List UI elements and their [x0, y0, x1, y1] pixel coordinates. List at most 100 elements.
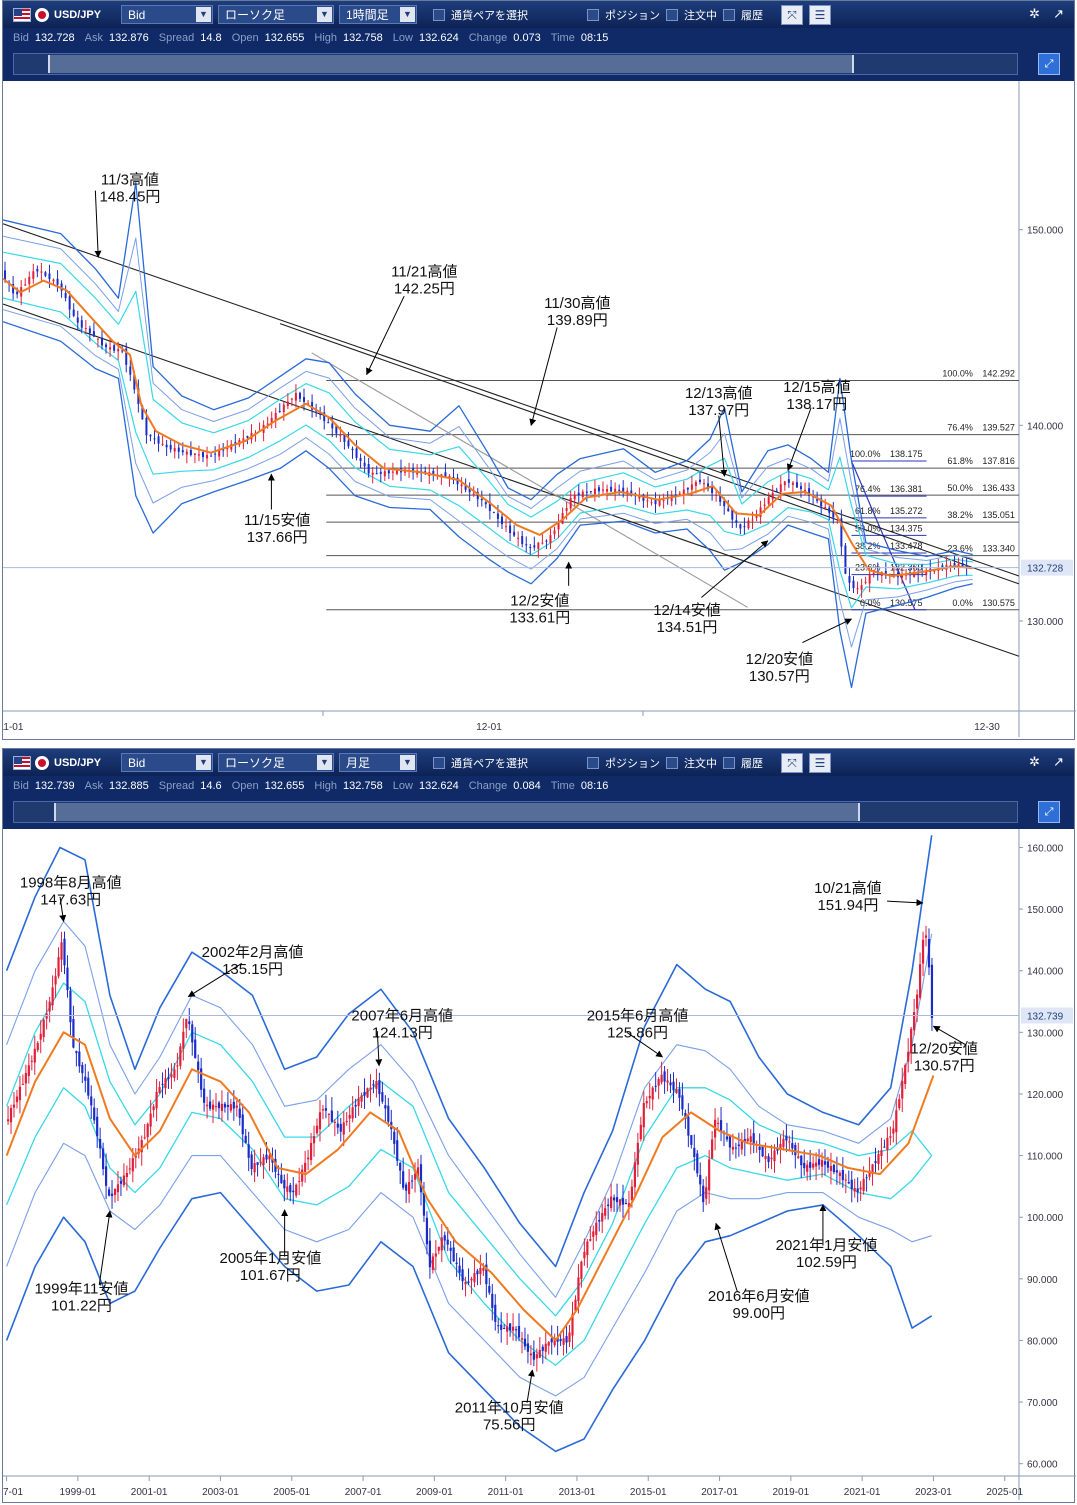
candle-body: [152, 1106, 155, 1111]
candle-body: [658, 499, 661, 506]
navigator-track[interactable]: [13, 801, 1018, 823]
history-checkbox[interactable]: [723, 756, 735, 769]
annotation-value: 137.97円: [688, 402, 749, 419]
timeframe-select[interactable]: 月足 ▼: [339, 753, 417, 772]
x-tick-label: 12-30: [974, 722, 1000, 733]
jp-flag-icon: [35, 7, 49, 22]
candle-body: [610, 486, 613, 492]
candle-body: [309, 1143, 313, 1161]
candle-body: [711, 487, 714, 494]
candle-body: [838, 1172, 841, 1177]
candle-body: [541, 1346, 544, 1351]
candle-body: [330, 1110, 333, 1122]
candle-body: [856, 588, 859, 590]
chart-style-select[interactable]: ローソク足 ▼: [218, 753, 334, 772]
fib-level-value: 135.051: [982, 510, 1015, 520]
candle-body: [68, 296, 71, 310]
candle-body: [12, 284, 15, 294]
candle-body: [301, 1169, 304, 1182]
candle-body: [868, 574, 871, 584]
candle-body: [550, 1338, 553, 1343]
candle-body: [804, 489, 807, 492]
candle-body: [464, 484, 467, 490]
history-checkbox[interactable]: [723, 8, 735, 21]
candle-body: [852, 580, 855, 589]
fit-chart-icon[interactable]: ⤢: [1038, 801, 1060, 823]
gear-icon[interactable]: ✲: [1029, 754, 1040, 769]
chart-list-icon[interactable]: ☰: [809, 752, 831, 773]
candle-body: [630, 490, 633, 496]
y-tick-label: 110.000: [1027, 1152, 1063, 1163]
price-type-select[interactable]: Bid ▼: [121, 753, 213, 772]
annotation-value: 142.25円: [394, 281, 455, 298]
candle-body: [480, 498, 483, 501]
candle-body: [535, 1354, 538, 1359]
annotation-title: 12/13高値: [685, 385, 753, 402]
candle-body: [396, 1140, 399, 1161]
candle-body: [16, 291, 19, 295]
candle-body: [820, 1160, 824, 1167]
fib-level-value: 137.816: [982, 456, 1015, 466]
ask-label: Ask: [84, 780, 104, 792]
timeframe-select[interactable]: 1時間足 ▼: [339, 5, 417, 24]
candle-body: [336, 1123, 339, 1128]
candle-body: [747, 520, 750, 529]
candle-body: [513, 531, 516, 536]
orders-checkbox[interactable]: [666, 756, 678, 769]
positions-checkbox[interactable]: [587, 8, 599, 21]
candle-body: [779, 484, 782, 493]
candle-body: [924, 935, 928, 938]
chart-style-select[interactable]: ローソク足 ▼: [218, 5, 334, 24]
price-type-select[interactable]: Bid ▼: [121, 5, 213, 24]
candle-body: [286, 1186, 289, 1192]
candle-body: [848, 576, 851, 583]
fib-level-value: 138.175: [890, 449, 923, 459]
candle-body: [259, 1161, 262, 1163]
candle-body: [479, 1267, 482, 1275]
candle-body: [612, 1197, 616, 1201]
navigator-window[interactable]: [54, 803, 860, 821]
navigator-window[interactable]: [48, 55, 854, 73]
popout-icon[interactable]: ↗: [1053, 6, 1064, 21]
hourly-chart[interactable]: 142.292 100.0% 139.527 76.4% 137.816 61.8% 136…: [3, 81, 1076, 739]
fit-chart-icon[interactable]: ⤢: [1038, 53, 1060, 75]
pair-select-checkbox[interactable]: [433, 756, 445, 769]
candle-body: [533, 545, 536, 548]
candle-body: [117, 349, 120, 352]
candle-body: [87, 1077, 90, 1096]
candle-body: [333, 1121, 336, 1123]
pair-select-checkbox[interactable]: [433, 8, 445, 21]
change-label: Change: [468, 780, 508, 792]
candle-body: [840, 518, 843, 547]
candle-body: [823, 1161, 827, 1165]
currency-pair-label[interactable]: USD/JPY: [54, 756, 102, 769]
chart-tool-icon[interactable]: ⤧: [781, 752, 803, 773]
candle-body: [592, 1231, 595, 1237]
plot-area: [3, 829, 1019, 1476]
popout-icon[interactable]: ↗: [1053, 754, 1064, 769]
candle-body: [735, 520, 738, 523]
orders-checkbox[interactable]: [666, 8, 678, 21]
positions-checkbox[interactable]: [587, 756, 599, 769]
candle-body: [698, 479, 701, 483]
candle-body: [321, 1109, 325, 1111]
candle-body: [413, 1173, 417, 1180]
monthly-chart[interactable]: 132.739 160.000 150.000 140.000 130.000 120.0…: [3, 829, 1076, 1502]
candle-body: [399, 1163, 402, 1171]
navigator-track[interactable]: [13, 53, 1018, 75]
candle-body: [918, 964, 922, 998]
candle-body: [553, 1338, 556, 1346]
candle-body: [853, 1187, 856, 1192]
candle-body: [347, 440, 350, 447]
candle-body: [242, 438, 245, 442]
chart-list-icon[interactable]: ☰: [809, 4, 831, 25]
candle-body: [925, 570, 928, 576]
chart-tool-icon[interactable]: ⤧: [781, 4, 803, 25]
candle-body: [222, 449, 225, 451]
gear-icon[interactable]: ✲: [1029, 6, 1040, 21]
chevron-down-icon: ▼: [317, 755, 332, 770]
candle-body: [410, 1180, 414, 1182]
candle-body: [375, 1081, 378, 1089]
candle-body: [856, 1188, 859, 1193]
currency-pair-label[interactable]: USD/JPY: [54, 8, 102, 21]
